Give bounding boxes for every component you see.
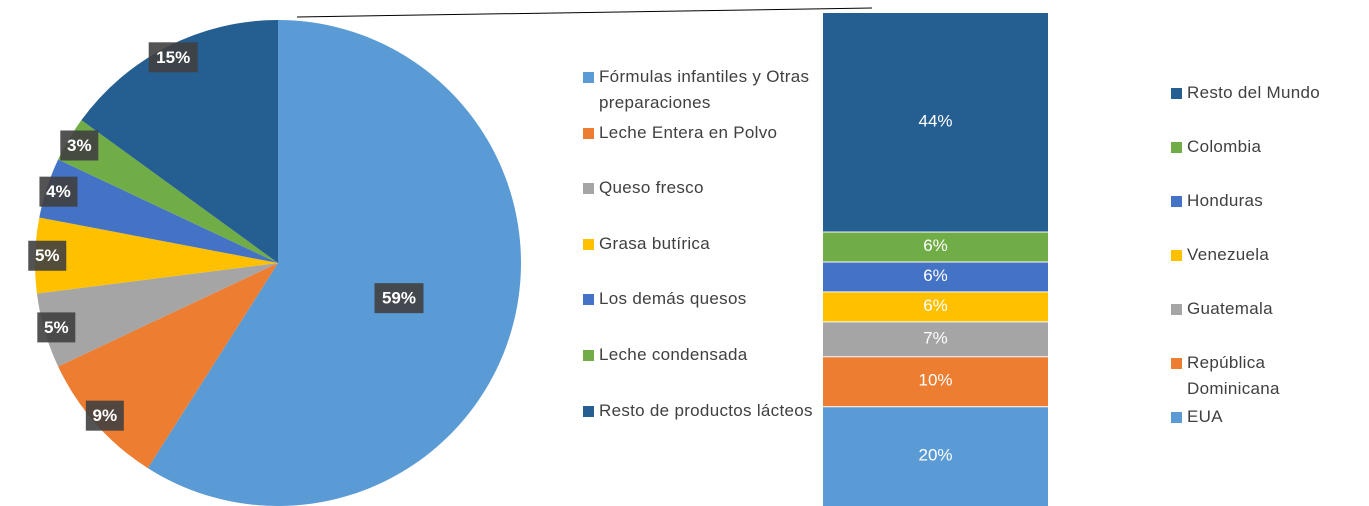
legend-swatch — [583, 405, 594, 417]
legend-entry: Colombia — [1171, 134, 1337, 160]
legend-label: Fórmulas infantiles y Otras preparacione… — [599, 67, 810, 112]
legend-entry: Venezuela — [1171, 242, 1337, 268]
legend-entry: Leche condensada — [583, 342, 839, 368]
legend-label: Guatemala — [1187, 299, 1273, 318]
legend-entry: EUA — [1171, 404, 1337, 430]
legend-swatch — [583, 127, 594, 139]
pie-slice — [58, 120, 278, 263]
legend-label: Venezuela — [1187, 245, 1270, 264]
pie-slice — [39, 159, 278, 263]
data-label: 15% — [156, 48, 190, 67]
legend-label: República Dominicana — [1187, 353, 1280, 398]
data-label-box — [85, 400, 124, 431]
legend-swatch — [583, 238, 594, 250]
legend-label: Resto del Mundo — [1187, 83, 1321, 102]
legend-swatch — [1171, 412, 1182, 423]
bar-segment — [823, 12, 1048, 232]
data-label-box — [39, 176, 78, 207]
data-label-box — [37, 312, 76, 343]
data-label-box — [374, 283, 424, 314]
data-label: 6% — [923, 236, 948, 255]
bar-segment — [823, 406, 1048, 506]
data-label-box — [148, 42, 198, 73]
legend-swatch — [583, 294, 594, 306]
legend-swatch — [583, 183, 594, 195]
legend-swatch — [1171, 304, 1182, 315]
bar-segment — [823, 291, 1048, 322]
legend-swatch — [1171, 358, 1182, 369]
legend-label: Leche Entera en Polvo — [599, 122, 778, 142]
data-label: 9% — [93, 406, 118, 425]
bar-segment — [823, 231, 1048, 262]
legend-entry: Fórmulas infantiles y Otras preparacione… — [583, 64, 839, 116]
data-label: 4% — [46, 182, 71, 201]
legend-swatch — [1171, 88, 1182, 99]
data-label: 7% — [923, 328, 948, 347]
pie-slice — [35, 217, 279, 294]
legend-label: Colombia — [1187, 137, 1262, 156]
legend-label: EUA — [1187, 407, 1223, 426]
legend-entry: Resto de productos lácteos — [583, 398, 839, 424]
legend-entry: Los demás quesos — [583, 286, 839, 312]
bar-segment — [823, 261, 1048, 292]
pie-slice — [81, 20, 278, 263]
legend-entry: Queso fresco — [583, 175, 839, 201]
legend-label: Los demás quesos — [599, 289, 747, 309]
data-label: 10% — [918, 371, 952, 390]
legend-label: Queso fresco — [599, 178, 704, 198]
data-label: 20% — [918, 446, 952, 465]
connector-line — [296, 7, 873, 18]
pie-slice — [147, 20, 522, 506]
legend-swatch — [1171, 196, 1182, 207]
legend-label: Resto de productos lácteos — [599, 400, 813, 420]
data-label: 5% — [35, 246, 60, 265]
bar-segment — [823, 356, 1048, 407]
pie-slice — [36, 263, 279, 367]
data-label: 59% — [382, 289, 416, 308]
legend-swatch — [583, 72, 594, 83]
data-label-box — [28, 240, 67, 271]
legend-entry: Leche Entera en Polvo — [583, 120, 839, 146]
legend-entry: República Dominicana — [1171, 350, 1337, 402]
data-label: 6% — [923, 266, 948, 285]
legend-swatch — [1171, 250, 1182, 261]
legend-swatch — [583, 350, 594, 361]
legend-label: Leche condensada — [599, 345, 748, 364]
legend-entry: Honduras — [1171, 188, 1337, 214]
legend-label: Grasa butírica — [599, 233, 710, 253]
legend-label: Honduras — [1187, 191, 1264, 210]
data-label: 3% — [67, 136, 92, 155]
data-label: 44% — [918, 111, 952, 130]
bar-segment — [823, 321, 1048, 357]
data-label: 6% — [923, 296, 948, 315]
legend-entry: Resto del Mundo — [1171, 80, 1337, 106]
legend-entry: Guatemala — [1171, 296, 1337, 322]
legend-entry: Grasa butírica — [583, 231, 839, 257]
data-label: 5% — [44, 318, 69, 337]
legend-swatch — [1171, 142, 1182, 153]
data-label-box — [60, 130, 99, 161]
